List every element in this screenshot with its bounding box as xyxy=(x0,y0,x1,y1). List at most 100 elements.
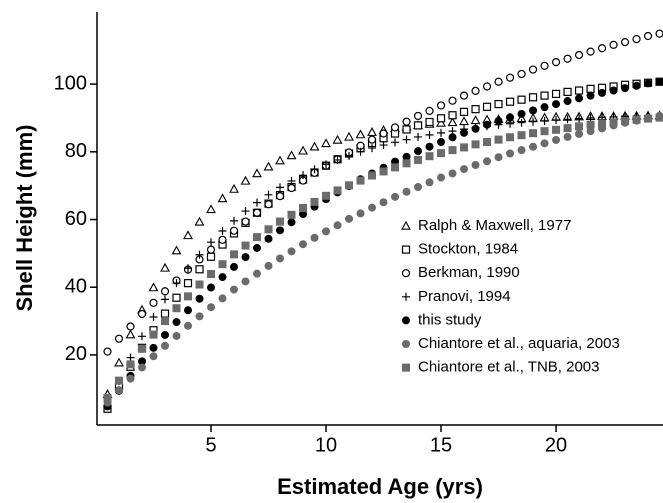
data-point xyxy=(218,294,227,303)
data-point xyxy=(402,152,411,161)
data-point xyxy=(322,160,331,169)
data-point xyxy=(138,357,147,366)
data-point xyxy=(299,204,308,213)
data-point xyxy=(494,99,503,109)
data-point xyxy=(540,139,549,148)
data-point xyxy=(218,260,227,269)
data-point xyxy=(218,235,227,244)
y-tick-label: 60 xyxy=(65,208,87,230)
data-point xyxy=(459,116,469,126)
data-point xyxy=(655,113,663,122)
data-point xyxy=(367,127,377,136)
data-point xyxy=(494,153,503,162)
y-tick-label: 20 xyxy=(65,343,87,365)
x-tick-label: 15 xyxy=(430,434,452,456)
data-point xyxy=(229,183,239,193)
data-point xyxy=(505,73,515,82)
data-point xyxy=(551,58,561,67)
data-point xyxy=(275,192,285,201)
data-point xyxy=(252,168,262,178)
data-point xyxy=(402,117,411,126)
data-point xyxy=(506,149,515,158)
data-point xyxy=(206,252,216,261)
data-point xyxy=(379,129,388,138)
data-point xyxy=(494,117,503,126)
data-point xyxy=(230,285,239,294)
data-point xyxy=(448,111,457,120)
data-point xyxy=(264,261,273,270)
legend-marker xyxy=(402,363,410,372)
data-point xyxy=(494,77,503,86)
data-point xyxy=(149,298,158,307)
data-point xyxy=(425,142,434,151)
data-point xyxy=(138,363,147,372)
data-point xyxy=(391,138,400,147)
legend-label: Chiantore et al., aquaria, 2003 xyxy=(418,335,620,352)
data-point xyxy=(275,155,285,165)
data-point xyxy=(172,331,181,340)
data-point xyxy=(621,117,630,126)
data-point xyxy=(494,135,503,144)
data-point xyxy=(586,120,595,129)
data-point xyxy=(483,137,492,146)
legend-label: Stockton, 1984 xyxy=(418,241,518,258)
data-point xyxy=(586,113,595,122)
data-point xyxy=(299,210,308,219)
data-point xyxy=(459,91,469,100)
data-point xyxy=(241,207,250,216)
data-point xyxy=(171,245,182,255)
data-point xyxy=(195,312,204,321)
data-point xyxy=(437,137,446,146)
data-point xyxy=(563,124,572,133)
data-point xyxy=(632,81,641,90)
data-point xyxy=(471,124,480,133)
data-point xyxy=(506,113,515,122)
data-point xyxy=(402,135,411,144)
legend-label: Ralph & Maxwell, 1977 xyxy=(418,217,571,234)
data-point xyxy=(552,125,561,134)
data-point xyxy=(425,152,434,161)
data-point xyxy=(655,77,663,86)
data-point xyxy=(517,69,526,79)
data-point xyxy=(425,130,434,139)
data-point xyxy=(207,303,216,312)
data-point xyxy=(345,181,354,190)
data-point xyxy=(344,131,354,141)
data-point xyxy=(310,233,319,242)
data-point xyxy=(194,216,205,226)
data-point xyxy=(391,192,400,201)
data-point xyxy=(195,280,204,289)
data-point xyxy=(310,165,319,174)
x-tick-label: 20 xyxy=(545,434,567,456)
data-point xyxy=(172,293,181,302)
data-point xyxy=(126,322,135,331)
data-point xyxy=(586,127,595,136)
x-tick-label: 5 xyxy=(205,434,216,456)
data-point xyxy=(207,283,216,292)
data-point xyxy=(114,334,124,343)
data-point xyxy=(632,115,641,124)
data-point xyxy=(149,330,158,339)
data-point xyxy=(161,317,170,326)
data-point xyxy=(482,82,492,91)
data-point xyxy=(218,273,227,282)
data-point xyxy=(138,332,147,341)
data-point xyxy=(402,159,411,168)
data-point xyxy=(483,120,492,129)
data-point xyxy=(184,264,193,273)
legend-label: Pranovi, 1994 xyxy=(418,288,511,305)
data-point xyxy=(230,250,239,259)
legend-marker xyxy=(401,245,411,254)
data-point xyxy=(391,163,400,172)
data-point xyxy=(413,121,423,130)
data-point xyxy=(368,203,377,212)
data-point xyxy=(161,330,170,339)
data-point xyxy=(586,84,595,93)
data-point xyxy=(448,146,457,155)
data-point xyxy=(333,186,342,195)
data-point xyxy=(609,118,618,127)
data-point xyxy=(528,65,538,74)
data-point xyxy=(149,352,158,361)
data-point xyxy=(195,294,204,303)
data-point xyxy=(529,117,538,126)
